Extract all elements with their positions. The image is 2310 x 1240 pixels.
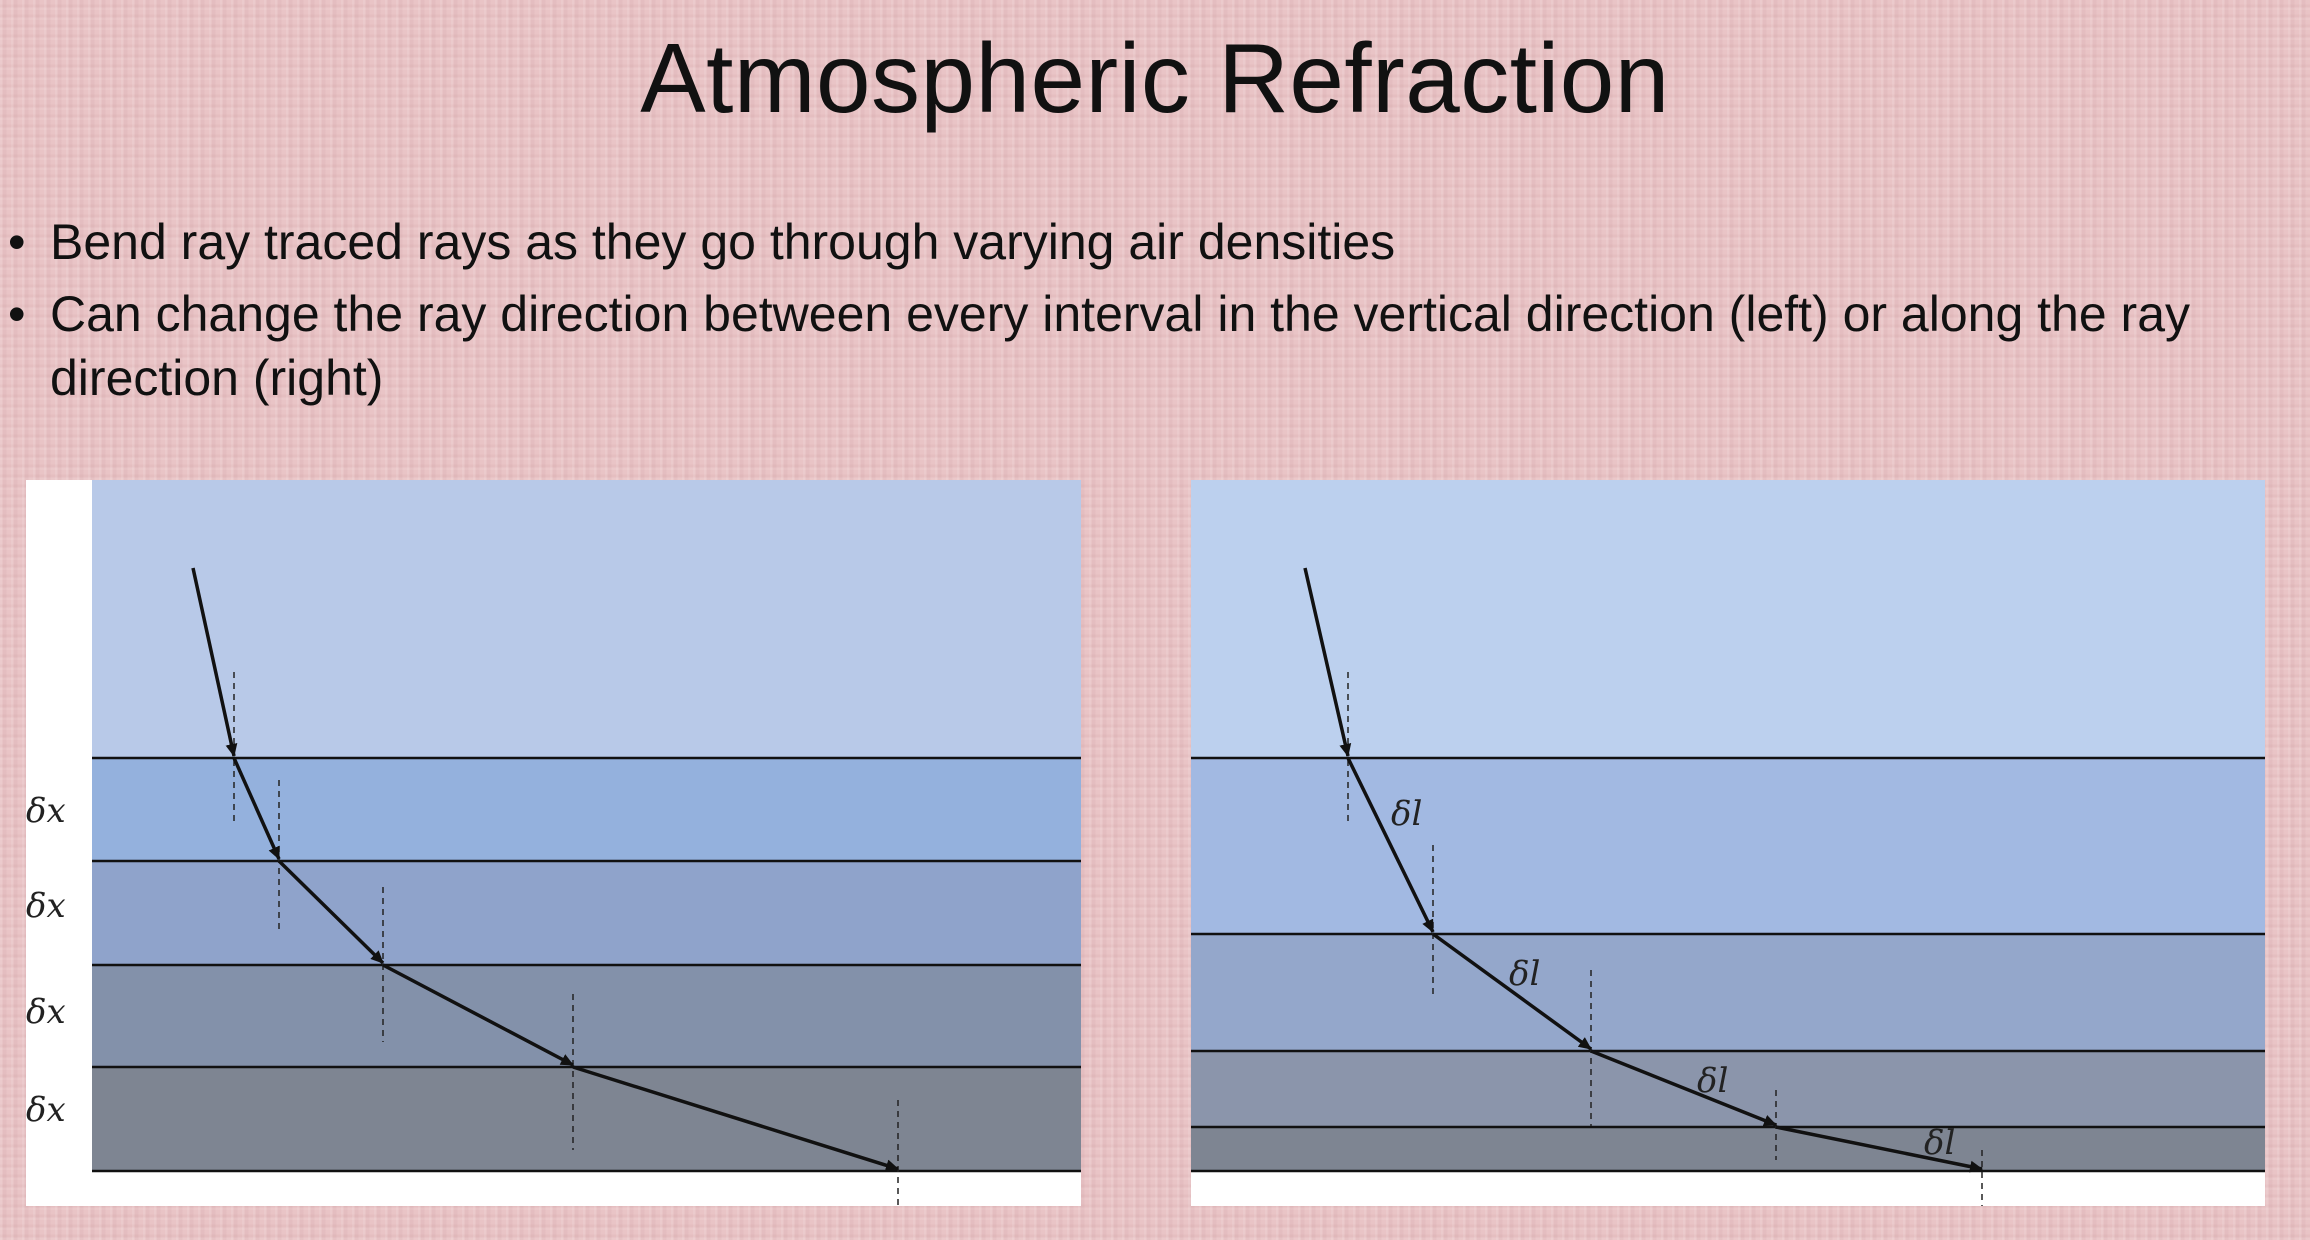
step-label: δl [1924,1123,1955,1163]
ray-segment [1590,1049,1777,1127]
interval-label: δx [26,1090,66,1130]
ray-segment [1346,757,1435,933]
sky-region [1191,480,2265,758]
ray-segment [232,757,281,860]
step-label: δl [1697,1061,1728,1101]
density-layer-3 [1191,1051,2265,1127]
ray-segment [572,1065,899,1172]
interval-label: δx [26,791,66,831]
interval-label: δx [26,886,66,926]
bullet-item: • Bend ray traced rays as they go through… [0,210,2290,274]
density-layer-4 [92,1067,1081,1171]
ray-segment [1775,1125,1983,1173]
interval-label: δx [26,992,66,1032]
density-layer-1 [1191,758,2265,934]
bullet-text: Bend ray traced rays as they go through … [50,214,1396,270]
ray-segment [277,859,385,965]
bullet-dot-icon: • [8,286,26,342]
vertical-interval-diagram: δx δx δx δx [26,480,1081,1206]
bullet-item: • Can change the ray direction between ev… [0,282,2290,410]
ray-step-svg: δl δl δl δl [1191,480,2265,1206]
ray-segment [191,567,238,757]
density-layer-4 [1191,1127,2265,1171]
ray-step-diagram: δl δl δl δl [1191,480,2265,1206]
slide-title: Atmospheric Refraction [640,23,1670,133]
ray-segment [1303,567,1352,757]
density-layer-2 [1191,934,2265,1051]
step-label: δl [1509,954,1540,994]
step-label: δl [1391,794,1422,834]
ray-segment [382,963,574,1067]
density-layer-3 [92,965,1081,1067]
bullet-list: • Bend ray traced rays as they go through… [0,210,2290,418]
bullet-text: Can change the ray direction between eve… [50,286,2191,406]
sky-region [92,480,1081,758]
density-layer-2 [92,861,1081,965]
bullet-dot-icon: • [8,214,26,270]
vertical-interval-svg: δx δx δx δx [26,480,1081,1206]
ray-segment [1431,932,1593,1051]
